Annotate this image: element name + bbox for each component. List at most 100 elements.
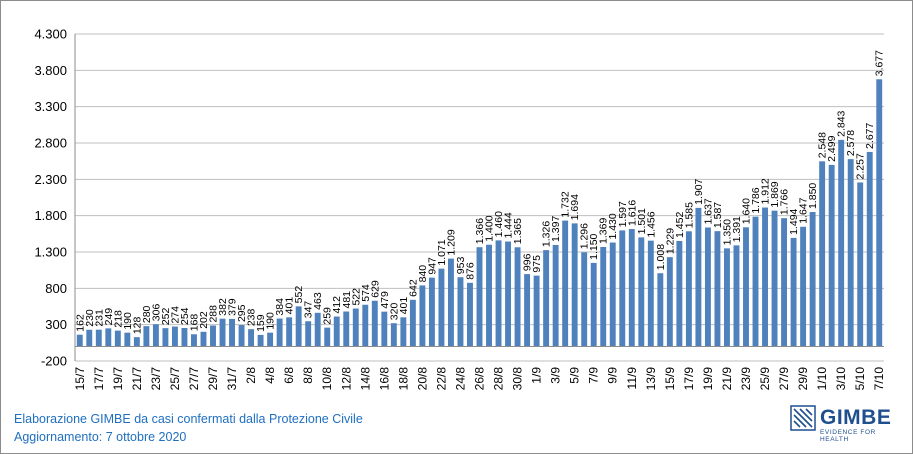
x-tick-label: 5/10 xyxy=(853,367,867,391)
data-label: 231 xyxy=(93,309,105,327)
data-label: 252 xyxy=(160,307,172,325)
bar-19-8 xyxy=(409,299,416,347)
data-label: 642 xyxy=(407,279,419,297)
x-tick-label: 23/9 xyxy=(739,367,753,391)
data-label: 1.296 xyxy=(579,223,591,249)
bar-27-9 xyxy=(781,218,788,347)
bar-6-9 xyxy=(581,252,588,347)
update-line: Aggiornamento: 7 ottobre 2020 xyxy=(14,430,187,444)
x-tick-label: 1/9 xyxy=(530,367,544,384)
bar-14-9 xyxy=(657,273,664,347)
y-tick-label: 2.300 xyxy=(34,172,67,187)
bar-15-9 xyxy=(666,257,673,347)
data-label: 254 xyxy=(179,307,191,325)
data-label: 2.257 xyxy=(855,153,867,179)
data-label: 574 xyxy=(360,284,372,302)
data-label: 412 xyxy=(331,296,343,314)
y-tick-label: -200 xyxy=(41,354,67,369)
bar-19-9 xyxy=(704,227,711,347)
x-tick-label: 13/9 xyxy=(644,367,658,391)
data-label: 1.850 xyxy=(807,183,819,209)
data-label: 1.456 xyxy=(645,211,657,237)
data-label: 2.843 xyxy=(836,110,848,136)
bar-21-9 xyxy=(724,248,730,347)
bar-8-8 xyxy=(305,321,312,347)
bar-21-7 xyxy=(133,337,140,347)
bar-12-9 xyxy=(638,237,645,347)
x-tick-label: 28/8 xyxy=(492,367,506,391)
bar-7-10 xyxy=(876,79,883,347)
data-label: 1.640 xyxy=(740,198,752,224)
bar-2-9 xyxy=(543,250,550,347)
data-labels: 1622302312492181901282803062522742541682… xyxy=(74,50,885,334)
bar-7-8 xyxy=(295,306,302,347)
bar-5-10 xyxy=(857,182,864,347)
gimbe-logo: GIMBE EVIDENCE FOR HEALTH xyxy=(790,405,900,445)
x-tick-label: 1/10 xyxy=(815,367,829,391)
bar-27-7 xyxy=(191,334,197,347)
bar-10-9 xyxy=(619,230,626,347)
logo-name: GIMBE xyxy=(820,406,892,429)
data-label: 238 xyxy=(246,308,258,326)
data-label: 1.150 xyxy=(588,233,600,259)
data-label: 1.460 xyxy=(493,211,505,237)
logo-tagline: EVIDENCE FOR HEALTH xyxy=(820,429,876,443)
x-tick-label: 30/8 xyxy=(511,367,525,391)
bar-21-8 xyxy=(428,277,435,347)
bar-16-8 xyxy=(381,311,388,347)
x-tick-label: 14/8 xyxy=(358,367,372,391)
bars xyxy=(76,79,883,347)
bar-24-7 xyxy=(162,328,169,347)
x-tick-label: 15/7 xyxy=(73,367,87,391)
data-label: 1.912 xyxy=(760,178,772,204)
x-tick-label: 29/7 xyxy=(206,367,220,391)
bar-18-8 xyxy=(400,317,407,347)
bar-22-7 xyxy=(143,326,150,347)
bar-10-8 xyxy=(324,327,331,347)
data-label: 280 xyxy=(141,305,153,323)
x-tick-label: 22/8 xyxy=(434,367,448,391)
data-label: 1.350 xyxy=(721,219,733,245)
data-label: 996 xyxy=(522,253,534,271)
data-label: 190 xyxy=(122,312,134,330)
data-label: 1.637 xyxy=(702,198,714,224)
x-tick-label: 31/7 xyxy=(225,367,239,391)
data-label: 463 xyxy=(312,292,324,310)
bar-20-7 xyxy=(124,332,131,347)
bar-31-7 xyxy=(229,318,235,347)
y-axis: -200 300 800 1.300 1.800 2.300 2.800 3.300 3.800… xyxy=(34,27,76,369)
bar-29-9 xyxy=(800,226,807,347)
bar-14-8 xyxy=(362,304,369,347)
bar-6-8 xyxy=(286,317,293,347)
data-label: 2.499 xyxy=(826,135,838,161)
bar-30-9 xyxy=(809,212,816,347)
data-label: 1.391 xyxy=(731,216,743,242)
data-label: 2.578 xyxy=(845,130,857,156)
bar-17-8 xyxy=(390,323,397,347)
x-tick-label: 12/8 xyxy=(339,367,353,391)
data-label: 953 xyxy=(455,257,467,275)
data-label: 975 xyxy=(531,255,543,273)
data-label: 947 xyxy=(426,257,438,275)
bar-17-9 xyxy=(685,231,692,347)
bar-18-9 xyxy=(695,207,702,347)
data-label: 876 xyxy=(464,262,476,280)
data-label: 1.452 xyxy=(674,212,686,238)
bar-20-8 xyxy=(419,285,426,347)
x-tick-label: 27/9 xyxy=(777,367,791,391)
x-tick-label: 16/8 xyxy=(377,367,391,391)
x-tick-label: 3/9 xyxy=(549,367,563,384)
bar-29-8 xyxy=(505,241,512,347)
bar-23-9 xyxy=(743,227,749,347)
bar-25-7 xyxy=(171,326,178,347)
bar-28-8 xyxy=(495,240,502,347)
data-label: 1.585 xyxy=(683,202,695,228)
data-label: 401 xyxy=(398,297,410,315)
data-label: 306 xyxy=(150,304,162,322)
bar-20-9 xyxy=(714,231,721,347)
gimbe-mark-icon xyxy=(790,405,816,431)
bar-30-8 xyxy=(514,247,521,347)
bar-11-8 xyxy=(333,316,340,347)
bar-5-9 xyxy=(571,223,578,347)
data-label: 1.326 xyxy=(541,221,553,247)
